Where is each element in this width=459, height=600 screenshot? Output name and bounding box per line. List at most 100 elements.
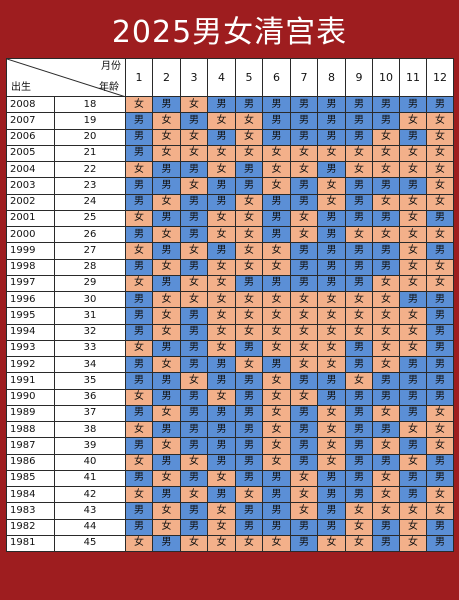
gender-cell: 男 [262,274,291,293]
age-cell: 40 [54,453,126,471]
gender-cell: 男 [180,193,208,211]
gender-cell: 男 [399,355,427,374]
gender-cell: 女 [290,144,318,163]
table-row: 1993 33 女男男女男女女女男女女男 [6,339,454,358]
gender-cell: 女 [125,420,153,439]
gender-cell: 女 [426,112,454,130]
gender-cell: 男 [290,242,318,260]
gender-cell: 女 [152,404,181,423]
gender-cell: 女 [345,290,373,309]
age-cell: 42 [54,485,126,504]
chart-body: 2008 18 女男女男男男男男男男男男 2007 19 男女男女女男男男男男女女 2006… [6,95,454,553]
age-cell: 25 [54,209,126,228]
gender-cell: 女 [152,502,181,520]
gender-cell: 男 [345,193,373,211]
gender-cell: 男 [345,437,373,455]
gender-cell: 男 [180,502,208,520]
gender-cell: 女 [207,534,236,553]
table-row: 1995 31 男女男女女女女女女女女男 [6,307,454,325]
table-row: 1999 27 女男女男女女男男男男女男 [6,242,454,260]
gender-cell: 男 [372,534,400,553]
gender-cell: 女 [207,160,236,179]
gender-cell: 女 [262,339,291,358]
table-row: 2007 19 男女男女女男男男男男女女 [6,112,454,130]
gender-cell: 男 [235,339,263,358]
gender-cell: 男 [399,95,427,114]
gender-cell: 女 [372,469,400,488]
gender-cell: 女 [152,355,181,374]
gender-cell: 男 [290,518,318,536]
gender-cell: 男 [290,453,318,471]
birth-year-cell: 2003 [6,177,55,195]
table-row: 1982 44 男女男女男男男男女男女男 [6,518,454,536]
gender-cell: 男 [125,177,153,195]
gender-cell: 女 [426,437,454,455]
gender-cell: 男 [372,95,400,114]
table-row: 1992 34 男女男男女男女女男女男男 [6,355,454,374]
gender-cell: 女 [372,404,400,423]
birth-year-cell: 1982 [6,518,55,536]
birth-year-cell: 1995 [6,307,55,325]
gender-cell: 男 [262,469,291,488]
gender-cell: 男 [290,112,318,130]
gender-cell: 女 [152,469,181,488]
gender-cell: 女 [235,355,263,374]
gender-cell: 女 [235,112,263,130]
gender-cell: 女 [317,453,346,471]
gender-cell: 女 [235,534,263,553]
gender-cell: 女 [290,355,318,374]
page-title: 2025男女清宫表 [111,15,348,50]
gender-cell: 男 [426,95,454,114]
gender-cell: 男 [290,534,318,553]
gender-cell: 女 [180,274,208,293]
gender-cell: 男 [317,274,346,293]
gender-cell: 男 [152,485,181,504]
gender-cell: 女 [152,128,181,146]
gender-cell: 女 [125,160,153,179]
gender-cell: 女 [345,323,373,341]
gender-cell: 男 [290,193,318,211]
gender-cell: 女 [180,144,208,163]
gender-cell: 女 [372,307,400,325]
month-header: 1 [125,58,153,97]
birth-year-cell: 1988 [6,420,55,439]
gender-cell: 女 [207,339,236,358]
age-cell: 23 [54,177,126,195]
gender-cell: 男 [125,290,153,309]
gender-cell: 女 [345,534,373,553]
gender-cell: 男 [317,242,346,260]
gender-cell: 男 [317,258,346,276]
gender-cell: 男 [426,518,454,536]
gender-cell: 女 [207,274,236,293]
corner-diagonal [7,59,123,96]
table-row: 2000 26 男女男女女男女男女女女女 [6,225,454,244]
gender-cell: 女 [290,469,318,488]
gender-cell: 女 [207,225,236,244]
gender-cell: 女 [125,453,153,471]
birth-year-cell: 1989 [6,404,55,423]
gender-cell: 女 [262,388,291,406]
age-cell: 24 [54,193,126,211]
birth-year-cell: 1987 [6,437,55,455]
gender-cell: 女 [399,258,427,276]
gender-cell: 男 [399,372,427,390]
age-cell: 43 [54,502,126,520]
gender-cell: 女 [207,323,236,341]
gender-cell: 女 [317,534,346,553]
gender-cell: 男 [317,225,346,244]
table-row: 2008 18 女男女男男男男男男男男男 [6,95,454,114]
gender-cell: 男 [317,128,346,146]
gender-cell: 男 [180,355,208,374]
gender-cell: 女 [152,258,181,276]
gender-cell: 男 [180,323,208,341]
gender-cell: 男 [152,372,181,390]
gender-cell: 女 [399,534,427,553]
gender-cell: 男 [125,307,153,325]
gender-cell: 男 [207,242,236,260]
gender-cell: 女 [399,339,427,358]
bottom-band [0,552,459,600]
gender-cell: 女 [207,518,236,536]
gender-cell: 男 [345,485,373,504]
age-cell: 31 [54,307,126,325]
gender-cell: 男 [207,437,236,455]
